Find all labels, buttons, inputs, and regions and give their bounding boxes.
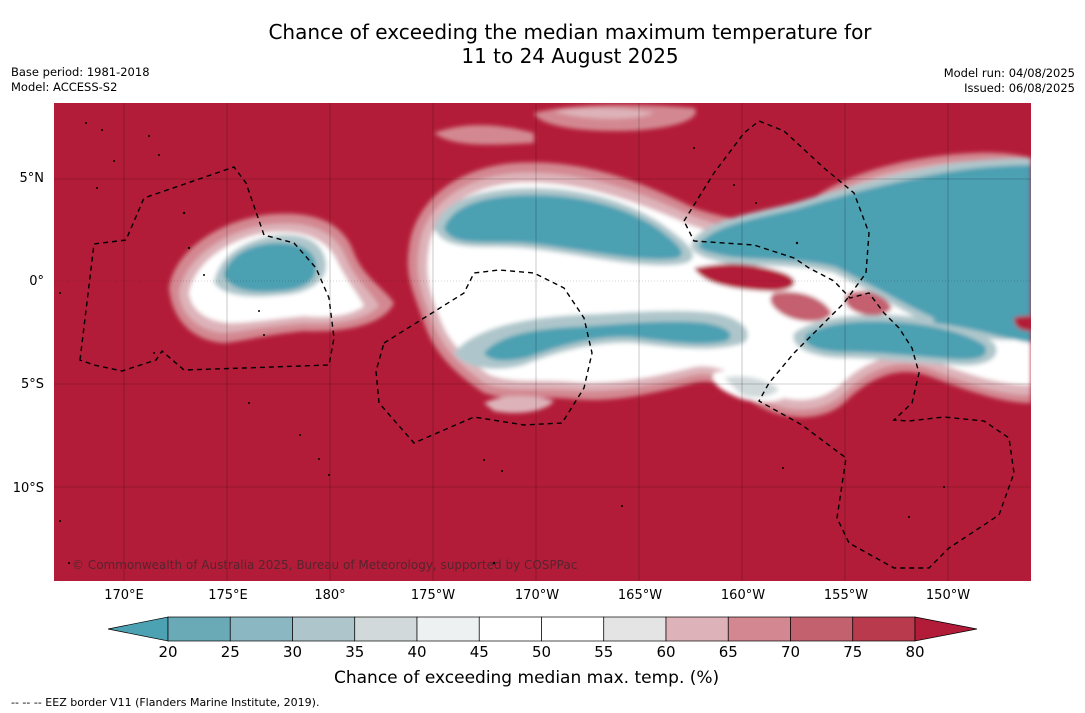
lon-label-165w: 165°W — [617, 588, 663, 603]
lon-label-175w: 175°W — [410, 588, 456, 603]
islands — [59, 122, 945, 565]
graticule — [54, 103, 1031, 581]
lon-label-170w: 170°W — [514, 588, 560, 603]
lat-label-0: 0° — [29, 274, 44, 289]
copyright-notice: © Commonwealth of Australia 2025, Bureau… — [72, 558, 578, 572]
probability-map — [54, 103, 1031, 581]
colorbar-tick-label: 40 — [407, 643, 427, 661]
colorbar-tick-label: 25 — [220, 643, 240, 661]
colorbar-segment — [727, 616, 791, 642]
model-name: Model: ACCESS-S2 — [11, 79, 118, 94]
chart-title: Chance of exceeding the median maximum t… — [0, 20, 1085, 68]
meta-right: Model run: 04/08/2025 Issued: 06/08/2025 — [944, 66, 1075, 95]
colorbar-extend-low — [107, 616, 169, 642]
colorbar-tick-label: 30 — [282, 643, 303, 661]
lon-label-150w: 150°W — [925, 588, 971, 603]
colorbar-tick-label: 60 — [656, 643, 676, 661]
colorbar-tick-label: 75 — [843, 643, 863, 661]
colorbar-segment — [478, 616, 542, 642]
colorbar — [107, 616, 978, 642]
colorbar-tick-label: 35 — [345, 643, 365, 661]
colorbar-segment — [229, 616, 293, 642]
lon-label-160w: 160°W — [720, 588, 766, 603]
central-cool-band — [407, 152, 1031, 418]
colorbar-segment — [852, 616, 916, 642]
colorbar-segment — [541, 616, 605, 642]
colorbar-tick-label: 50 — [531, 643, 552, 661]
colorbar-segment — [416, 616, 480, 642]
lat-label-10s: 10°S — [12, 481, 44, 496]
colorbar-extend-high — [914, 616, 978, 642]
colorbar-segment — [603, 616, 667, 642]
colorbar-tick-label: 45 — [469, 643, 489, 661]
west-cool-region — [169, 213, 394, 343]
colorbar-segment — [665, 616, 729, 642]
lat-label-5s: 5°S — [20, 377, 44, 392]
colorbar-tick-label: 65 — [718, 643, 738, 661]
colorbar-tick-label: 20 — [158, 643, 178, 661]
base-period: Base period: 1981-2018 — [11, 65, 150, 79]
eez-borders — [79, 120, 1015, 569]
colorbar-segment — [790, 616, 854, 642]
model-run: Model run: 04/08/2025 — [943, 66, 1075, 80]
colorbar-tick-label: 80 — [905, 643, 925, 661]
title-line-2: 11 to 24 August 2025 — [461, 44, 679, 68]
issued-date: Issued: 06/08/2025 — [964, 80, 1075, 95]
lon-label-175e: 175°E — [208, 588, 248, 603]
lat-label-5n: 5°N — [19, 171, 45, 186]
colorbar-segment — [167, 616, 231, 642]
colorbar-segment — [354, 616, 418, 642]
meta-left: Base period: 1981-2018 Model: ACCESS-S2 — [11, 65, 150, 94]
lon-label-170e: 170°E — [104, 588, 144, 603]
colorbar-tick-label: 70 — [780, 643, 801, 661]
colorbar-segment — [292, 616, 356, 642]
top-pale-band — [434, 104, 696, 145]
title-line-1: Chance of exceeding the median maximum t… — [268, 20, 872, 44]
lon-label-155w: 155°W — [823, 588, 869, 603]
lon-label-180: 180° — [314, 588, 346, 603]
colorbar-tick-label: 55 — [594, 643, 614, 661]
colorbar-label: Chance of exceeding median max. temp. (%… — [334, 668, 720, 688]
eez-footnote: -- -- -- EEZ border V11 (Flanders Marine… — [11, 696, 320, 709]
